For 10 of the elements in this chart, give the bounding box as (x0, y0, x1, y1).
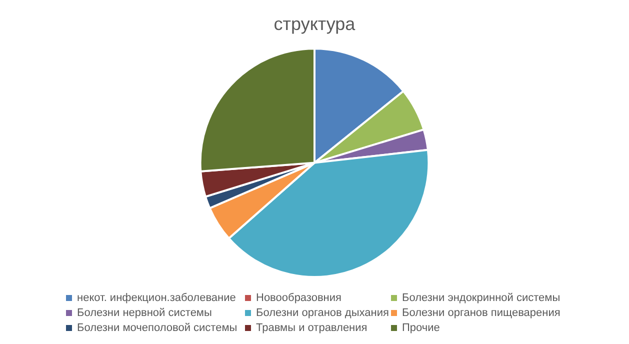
legend-label: Болезни мочеполовой системы (77, 322, 238, 334)
legend-label: некот. инфекцион.заболевание (77, 292, 236, 304)
chart-title: структура (274, 14, 356, 34)
legend-label: Болезни органов дыхания (256, 307, 389, 319)
legend-label: Болезни нервной системы (77, 307, 212, 319)
legend-label: Болезни эндокринной системы (402, 292, 560, 304)
legend-label: Прочие (402, 322, 440, 334)
legend-label: Болезни органов пищеварения (402, 307, 560, 319)
legend-label: Травмы и отравления (256, 322, 368, 334)
legend-label: Новообразовния (256, 292, 342, 304)
